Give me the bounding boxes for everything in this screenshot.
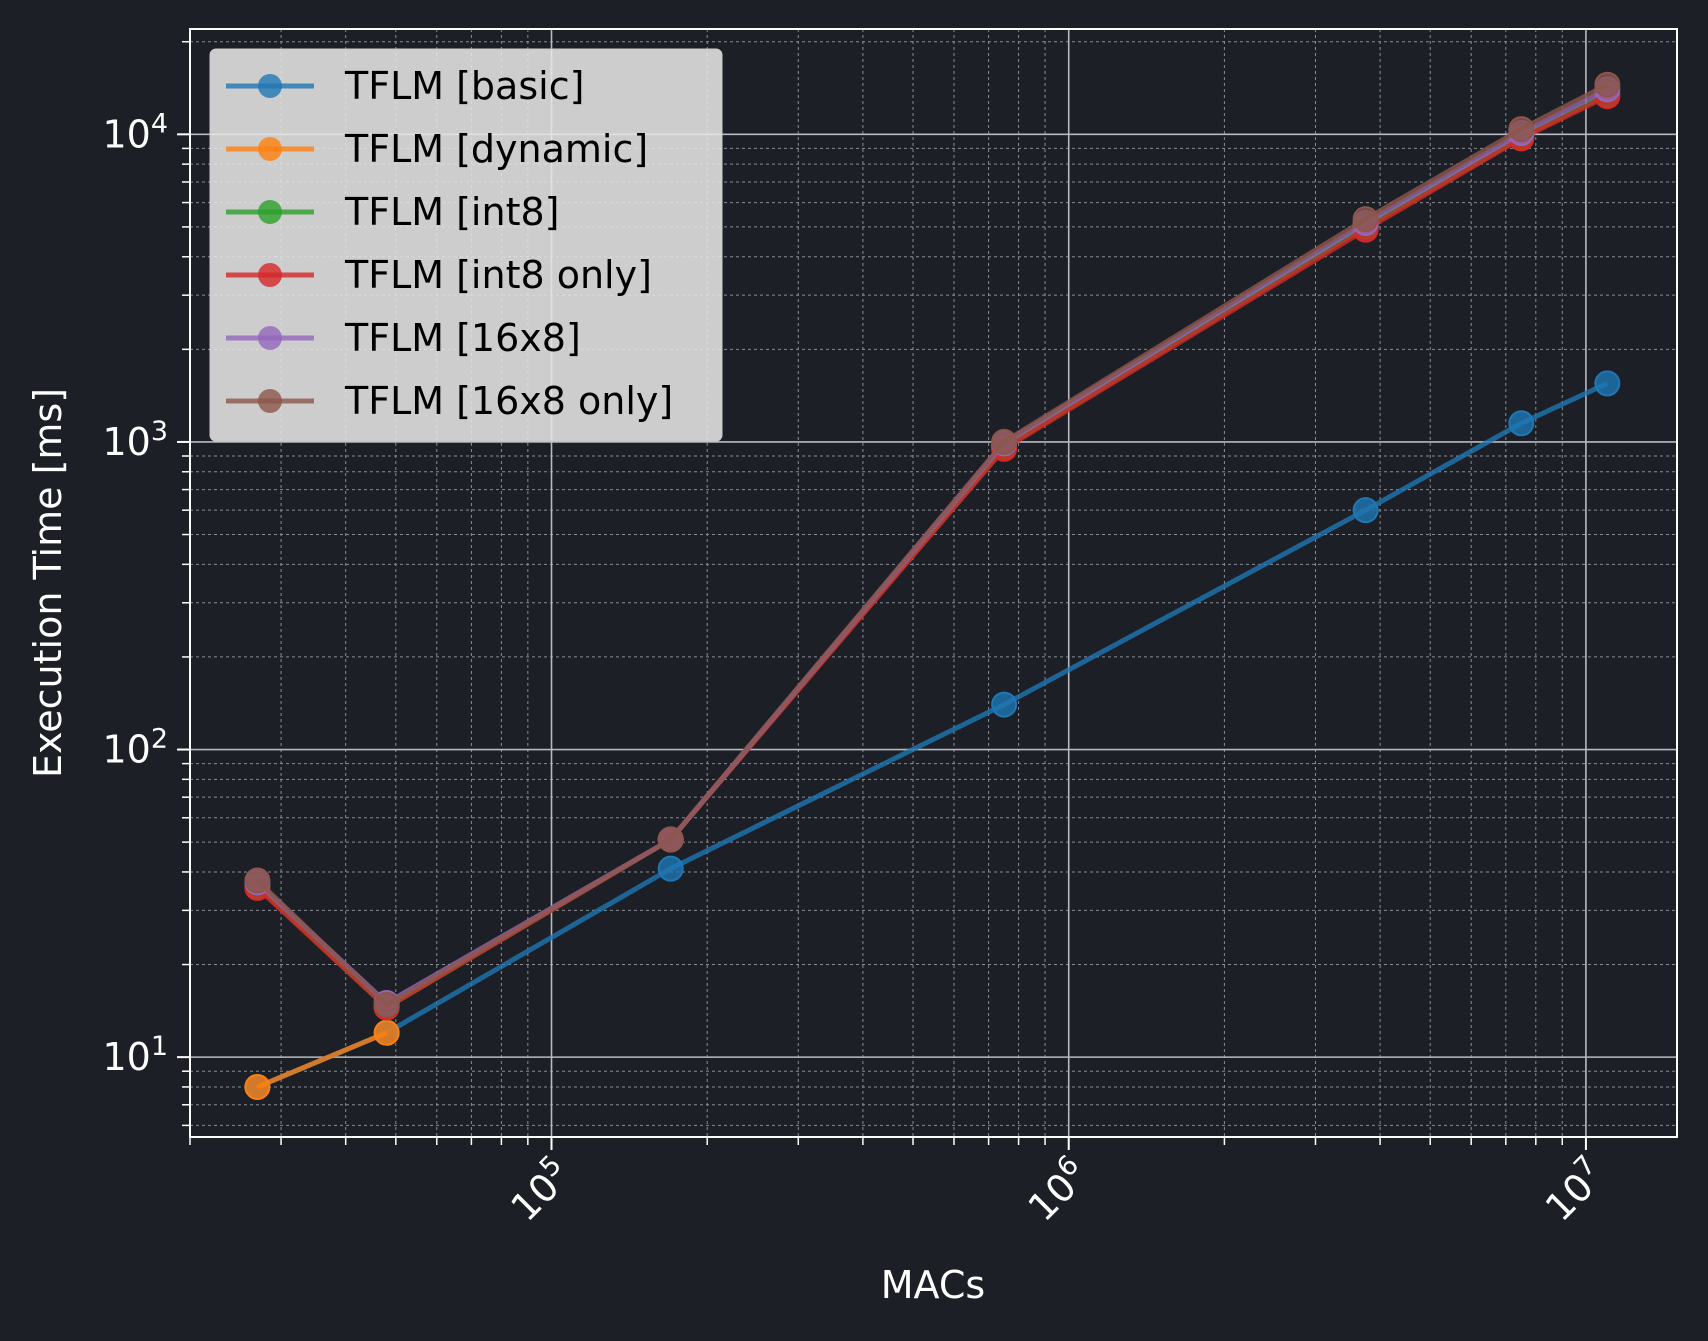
legend-entry: TFLM [dynamic] — [226, 127, 648, 171]
x-tick-label: 105 — [500, 1149, 580, 1229]
data-point — [657, 855, 684, 882]
y-tick-label: 102 — [102, 724, 168, 772]
data-point — [991, 428, 1018, 455]
legend-marker — [258, 326, 282, 350]
data-point — [1508, 116, 1535, 143]
series-layer — [244, 71, 1621, 1100]
data-point — [1508, 410, 1535, 437]
legend-marker — [258, 74, 282, 98]
legend-box — [209, 48, 723, 442]
data-point — [244, 867, 271, 894]
legend-entry: TFLM [basic] — [226, 64, 584, 108]
legend-marker — [258, 137, 282, 161]
data-point — [657, 826, 684, 853]
legend-marker — [258, 389, 282, 413]
data-point — [1352, 206, 1379, 233]
y-axis-label: Execution Time [ms] — [26, 388, 70, 778]
series-line — [256, 1030, 388, 1090]
x-axis-label: MACs — [881, 1263, 985, 1307]
data-point — [244, 1073, 271, 1100]
legend: TFLM [basic] TFLM [dynamic] TFLM [int8] TFL… — [209, 48, 723, 442]
series-0 — [244, 370, 1621, 1100]
legend-entry: TFLM [int8] — [226, 190, 559, 234]
major-grid — [190, 29, 1677, 1137]
legend-label: TFLM [int8 only] — [344, 253, 652, 297]
legend-label: TFLM [int8] — [344, 190, 559, 234]
y-tick-label: 101 — [102, 1031, 168, 1079]
x-tick-label: 107 — [1534, 1149, 1614, 1229]
data-point — [1594, 370, 1621, 397]
legend-label: TFLM [dynamic] — [344, 127, 648, 171]
data-point — [991, 691, 1018, 718]
y-tick-label: 103 — [102, 416, 168, 464]
legend-label: TFLM [16x8] — [344, 316, 581, 360]
legend-label: TFLM [16x8 only] — [344, 379, 673, 423]
legend-marker — [258, 263, 282, 287]
series-1 — [244, 1019, 400, 1100]
data-point — [373, 1019, 400, 1046]
data-point — [1352, 497, 1379, 524]
legend-marker — [258, 200, 282, 224]
series-line — [256, 381, 1609, 1090]
y-tick-label: 104 — [102, 108, 168, 156]
legend-label: TFLM [basic] — [344, 64, 584, 108]
legend-entry: TFLM [16x8] — [226, 316, 581, 360]
data-point — [1594, 71, 1621, 98]
x-tick-label: 106 — [1017, 1149, 1097, 1229]
plot-area-frame — [189, 28, 1678, 1138]
legend-entry: TFLM [16x8 only] — [226, 379, 673, 423]
series-5 — [244, 71, 1621, 1018]
data-point — [373, 991, 400, 1018]
legend-entry: TFLM [int8 only] — [226, 253, 652, 297]
